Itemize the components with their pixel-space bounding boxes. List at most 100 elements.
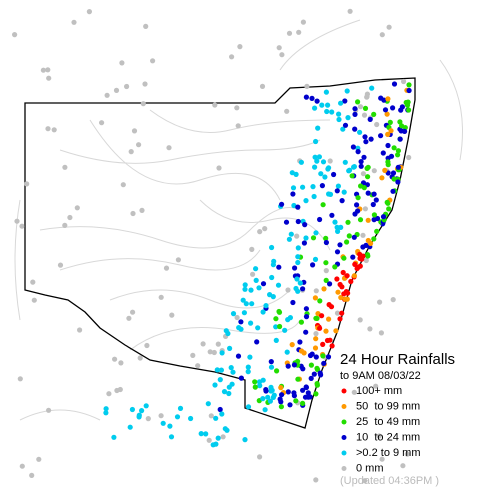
station-dot xyxy=(268,364,275,370)
station-dot xyxy=(382,167,388,173)
station-dot xyxy=(203,431,209,437)
station-dot xyxy=(298,159,304,165)
station-dot xyxy=(362,105,369,111)
station-dot xyxy=(351,164,357,170)
station-dot xyxy=(284,108,290,114)
station-dot xyxy=(344,88,350,94)
station-dot xyxy=(321,360,327,366)
station-dot xyxy=(113,87,120,93)
legend-label: 100+ mm xyxy=(356,385,402,397)
station-dot xyxy=(323,260,329,266)
station-dot xyxy=(395,164,401,170)
station-dot xyxy=(385,131,391,137)
station-dot xyxy=(230,311,237,317)
station-dot xyxy=(397,119,403,125)
station-dot xyxy=(150,58,156,64)
station-dot xyxy=(300,366,306,372)
station-dot xyxy=(361,154,367,160)
station-dot xyxy=(215,435,221,441)
station-dot xyxy=(385,155,391,161)
station-dot xyxy=(312,256,319,262)
station-dot xyxy=(311,371,317,377)
station-dot xyxy=(371,191,377,197)
station-dot xyxy=(195,363,201,369)
station-dot xyxy=(405,99,411,105)
legend-title: 24 Hour Rainfalls xyxy=(340,351,455,368)
station-dot xyxy=(245,364,251,370)
station-dot xyxy=(212,382,218,388)
station-dot xyxy=(300,286,306,292)
station-dot xyxy=(45,67,51,73)
station-dot xyxy=(285,363,291,369)
station-dot xyxy=(304,83,310,89)
station-dot xyxy=(303,306,309,312)
station-dot xyxy=(303,198,309,204)
station-dot xyxy=(357,251,363,257)
station-dot xyxy=(136,412,142,418)
station-dot xyxy=(130,210,136,217)
station-dot xyxy=(344,239,350,245)
station-dot xyxy=(326,165,332,171)
station-dot xyxy=(57,262,64,268)
station-dot xyxy=(303,235,309,241)
station-dot xyxy=(19,463,25,469)
station-dot xyxy=(234,105,240,111)
station-dot xyxy=(311,193,317,200)
station-dot xyxy=(313,354,319,360)
station-dot xyxy=(257,454,263,460)
station-dot xyxy=(136,142,142,148)
station-dot xyxy=(229,381,235,387)
station-dot xyxy=(24,181,30,187)
station-dot xyxy=(384,111,390,117)
station-dot xyxy=(384,199,390,205)
station-dot xyxy=(237,44,243,50)
station-dot xyxy=(214,367,220,373)
station-dot xyxy=(242,286,248,292)
station-dot xyxy=(139,207,145,213)
station-dot xyxy=(314,381,320,387)
station-dot xyxy=(319,313,325,319)
station-dot xyxy=(297,280,303,286)
station-dot xyxy=(320,341,326,347)
station-dot xyxy=(406,82,412,88)
station-dot xyxy=(395,148,401,154)
station-dot xyxy=(279,392,285,398)
station-dot xyxy=(210,442,216,448)
station-dot xyxy=(390,297,396,303)
station-dot xyxy=(206,437,212,443)
station-dot xyxy=(218,367,224,373)
station-dot xyxy=(319,183,325,189)
station-dot xyxy=(295,204,301,210)
station-dot xyxy=(345,290,351,296)
station-dot xyxy=(46,75,52,81)
station-dot xyxy=(256,285,262,291)
station-dot xyxy=(303,384,309,390)
station-dot xyxy=(351,234,357,240)
station-dot xyxy=(378,95,384,101)
station-dot xyxy=(379,32,385,38)
station-dot xyxy=(314,98,320,104)
station-dot xyxy=(312,345,319,351)
station-dot xyxy=(339,310,345,316)
station-dot xyxy=(248,287,254,293)
station-dot xyxy=(363,139,369,145)
station-dot xyxy=(119,60,125,66)
station-dot xyxy=(334,188,340,194)
station-dot xyxy=(295,376,301,382)
station-dot xyxy=(198,431,204,437)
station-dot xyxy=(323,235,329,241)
station-dot xyxy=(345,219,351,225)
station-dot xyxy=(269,387,275,393)
station-dot xyxy=(320,159,327,165)
station-dot xyxy=(363,257,369,264)
station-dot xyxy=(341,255,347,261)
station-dot xyxy=(291,362,297,368)
station-dot xyxy=(352,261,358,267)
station-dot xyxy=(365,217,371,223)
station-dot xyxy=(249,246,255,252)
station-dot xyxy=(175,257,181,263)
station-dot xyxy=(313,230,319,236)
station-dot xyxy=(362,134,368,140)
station-dot xyxy=(262,226,268,232)
